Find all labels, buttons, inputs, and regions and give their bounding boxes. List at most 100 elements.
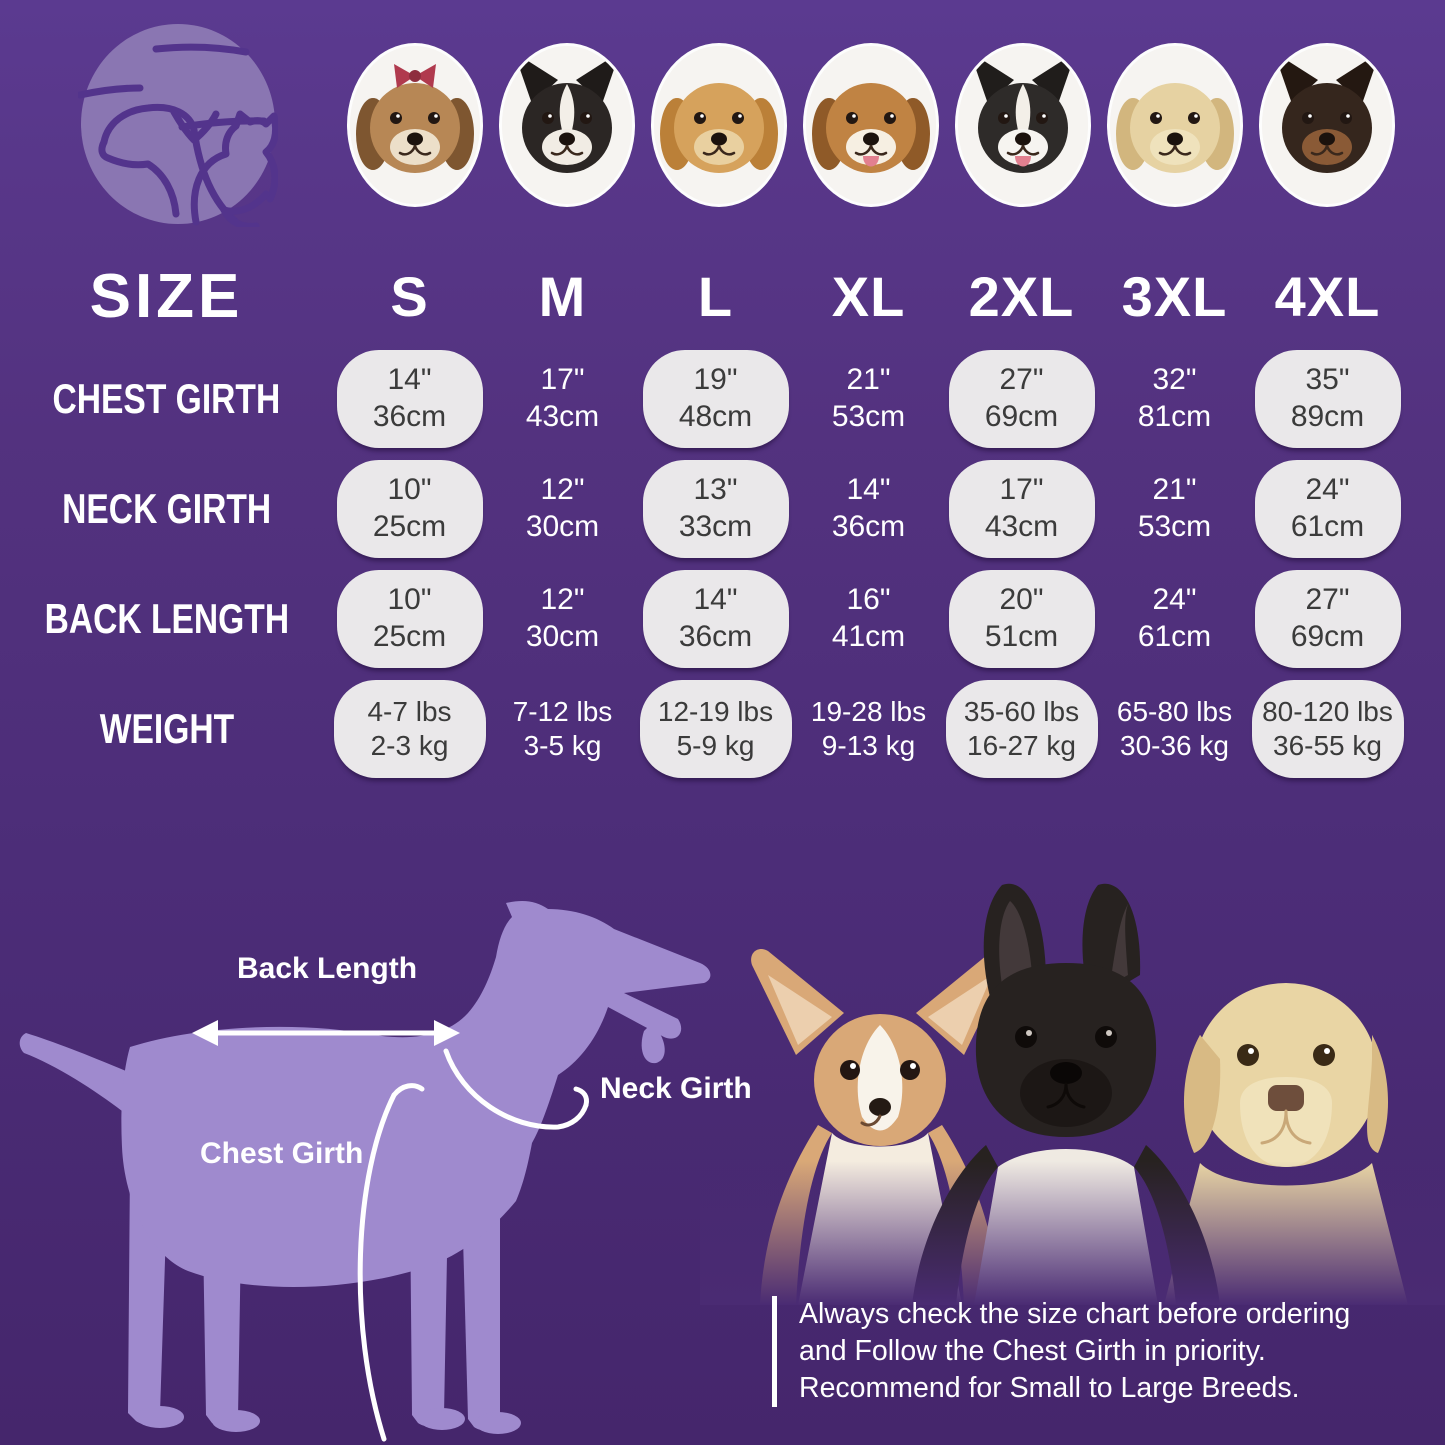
size-column-4XL: 4XL — [1251, 248, 1404, 344]
value-text: 7-12 lbs 3-5 kg — [513, 695, 613, 763]
cell-weight-3XL: 65-80 lbs 30-36 kg — [1098, 674, 1251, 784]
size-column-label: 3XL — [1121, 264, 1228, 328]
value-pill: 27" 69cm — [948, 350, 1095, 448]
value-inches: 21" — [1152, 473, 1197, 507]
value-text: 12" 30cm — [526, 472, 599, 545]
size-column-S: S — [333, 248, 486, 344]
cell-neck-girth-3XL: 21" 53cm — [1098, 454, 1251, 564]
value-inches: 19" — [693, 363, 738, 397]
value-cm: 2-3 kg — [370, 730, 449, 761]
value-cm: 81cm — [1137, 400, 1212, 433]
value-cm: 53cm — [831, 400, 906, 433]
note-line: and Follow the Chest Girth in priority. — [799, 1335, 1266, 1367]
cell-weight-2XL: 35-60 lbs 16-27 kg — [945, 674, 1098, 784]
value-cm: 25cm — [372, 510, 447, 543]
value-inches: 12" — [540, 583, 585, 617]
cell-back-length-M: 12" 30cm — [486, 564, 639, 674]
cell-chest-girth-M: 17" 43cm — [486, 344, 639, 454]
value-inches: 17" — [540, 363, 585, 397]
value-cm: 53cm — [1137, 510, 1212, 543]
value-text: 17" 43cm — [526, 362, 599, 435]
value-text: 16" 41cm — [832, 582, 905, 655]
value-text: 19-28 lbs 9-13 kg — [811, 695, 926, 763]
breed-photo-doberman — [1262, 46, 1392, 204]
dog-measurement-diagram — [19, 901, 711, 1442]
cell-chest-girth-L: 19" 48cm — [639, 344, 792, 454]
value-pill: 27" 69cm — [1254, 570, 1401, 668]
value-pill: 10" 25cm — [336, 460, 483, 558]
cell-neck-girth-4XL: 24" 61cm — [1251, 454, 1404, 564]
breed-photo-boston-terrier — [502, 46, 632, 204]
size-table-corner: SIZE — [0, 248, 333, 344]
value-text: 24" 61cm — [1138, 582, 1211, 655]
cell-weight-M: 7-12 lbs 3-5 kg — [486, 674, 639, 784]
value-inches: 12-19 lbs — [657, 695, 774, 727]
brand-dog-cat-logo-icon — [78, 24, 278, 227]
cell-chest-girth-2XL: 27" 69cm — [945, 344, 1098, 454]
row-label-back-length: BACK LENGTH — [0, 564, 333, 674]
cell-weight-4XL: 80-120 lbs 36-55 kg — [1251, 674, 1404, 784]
value-inches: 16" — [846, 583, 891, 617]
value-cm: 61cm — [1290, 510, 1365, 543]
value-cm: 30cm — [525, 620, 600, 653]
value-cm: 41cm — [831, 620, 906, 653]
cell-back-length-S: 10" 25cm — [333, 564, 486, 674]
size-table-title: SIZE — [89, 261, 244, 331]
value-cm: 36cm — [831, 510, 906, 543]
value-inches: 24" — [1152, 583, 1197, 617]
value-inches: 27" — [999, 363, 1044, 397]
value-inches: 14" — [387, 363, 432, 397]
cell-chest-girth-S: 14" 36cm — [333, 344, 486, 454]
breed-photo-cocker-spaniel — [654, 46, 784, 204]
value-inches: 19-28 lbs — [810, 695, 927, 727]
cell-chest-girth-4XL: 35" 89cm — [1251, 344, 1404, 454]
value-text: 21" 53cm — [1138, 472, 1211, 545]
value-inches: 24" — [1305, 473, 1350, 507]
breed-photo-labrador-retriever — [1110, 46, 1240, 204]
size-column-label: M — [538, 264, 587, 328]
value-inches: 35-60 lbs — [963, 695, 1080, 727]
size-column-3XL: 3XL — [1098, 248, 1251, 344]
value-inches: 7-12 lbs — [512, 695, 613, 727]
value-pill: 19" 48cm — [642, 350, 789, 448]
value-inches: 65-80 lbs — [1116, 695, 1233, 727]
value-cm: 36cm — [372, 400, 447, 433]
value-pill: 17" 43cm — [948, 460, 1095, 558]
size-column-label: 4XL — [1274, 264, 1381, 328]
row-label-text: WEIGHT — [99, 705, 234, 752]
cell-weight-L: 12-19 lbs 5-9 kg — [639, 674, 792, 784]
cell-back-length-2XL: 20" 51cm — [945, 564, 1098, 674]
size-table: SIZE S M L XL 2XL 3XL 4XL CHEST GIRTH 14" 36cm 17" 4… — [0, 248, 1404, 784]
value-cm: 51cm — [984, 620, 1059, 653]
row-label-text: CHEST GIRTH — [52, 375, 281, 422]
cell-back-length-XL: 16" 41cm — [792, 564, 945, 674]
breed-photo-border-collie — [958, 46, 1088, 204]
breed-photo-beagle — [806, 46, 936, 204]
neck-girth-label: Neck Girth — [600, 1072, 752, 1105]
value-pill: 14" 36cm — [336, 350, 483, 448]
value-pill: 4-7 lbs 2-3 kg — [333, 680, 486, 778]
value-cm: 89cm — [1290, 400, 1365, 433]
value-inches: 32" — [1152, 363, 1197, 397]
breed-photo-shih-tzu — [350, 46, 480, 204]
value-cm: 69cm — [984, 400, 1059, 433]
value-pill: 80-120 lbs 36-55 kg — [1251, 680, 1404, 778]
cell-chest-girth-XL: 21" 53cm — [792, 344, 945, 454]
note-line: Recommend for Small to Large Breeds. — [799, 1372, 1300, 1404]
cell-neck-girth-XL: 14" 36cm — [792, 454, 945, 564]
cell-neck-girth-2XL: 17" 43cm — [945, 454, 1098, 564]
dog-portraits-illustration — [700, 883, 1445, 1305]
size-column-label: L — [697, 264, 734, 328]
value-cm: 16-27 kg — [967, 730, 1076, 761]
value-cm: 43cm — [984, 510, 1059, 543]
cell-neck-girth-M: 12" 30cm — [486, 454, 639, 564]
cell-back-length-3XL: 24" 61cm — [1098, 564, 1251, 674]
cell-weight-S: 4-7 lbs 2-3 kg — [333, 674, 486, 784]
value-cm: 36cm — [678, 620, 753, 653]
size-column-XL: XL — [792, 248, 945, 344]
note-line: Always check the size chart before order… — [799, 1298, 1351, 1330]
value-inches: 4-7 lbs — [367, 695, 452, 727]
value-pill: 10" 25cm — [336, 570, 483, 668]
row-label-text: BACK LENGTH — [44, 595, 289, 642]
cell-back-length-4XL: 27" 69cm — [1251, 564, 1404, 674]
